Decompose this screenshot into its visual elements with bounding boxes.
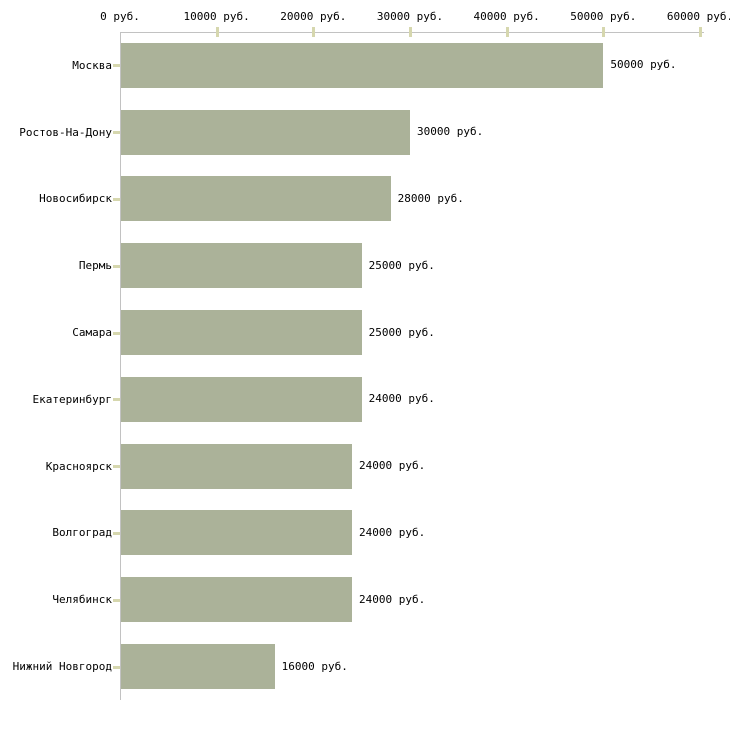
value-label: 25000 руб. xyxy=(368,258,435,272)
x-axis-tick xyxy=(409,27,412,37)
bar-row: Москва 50000 руб. xyxy=(0,32,730,99)
bar xyxy=(121,243,362,289)
value-label: 24000 руб. xyxy=(359,525,426,539)
bar-row: Пермь 25000 руб. xyxy=(0,232,730,299)
value-label: 25000 руб. xyxy=(368,325,435,339)
category-label: Нижний Новгород xyxy=(12,660,112,674)
value-label: 24000 руб. xyxy=(368,392,435,406)
bar xyxy=(121,310,362,356)
y-axis-line xyxy=(120,32,121,700)
y-axis-tick xyxy=(113,197,120,201)
category-label: Волгоград xyxy=(52,526,112,540)
category-label: Новосибирск xyxy=(39,192,112,206)
bar-row: Екатеринбург 24000 руб. xyxy=(0,366,730,433)
x-axis-tick-label: 10000 руб. xyxy=(183,10,250,23)
value-label: 50000 руб. xyxy=(610,58,677,72)
x-axis-tick-label: 30000 руб. xyxy=(376,10,444,23)
x-axis-tick xyxy=(699,27,702,37)
category-label: Самара xyxy=(72,326,112,340)
y-axis-tick xyxy=(113,398,120,402)
x-axis-line xyxy=(120,32,704,33)
y-axis-tick xyxy=(113,131,120,135)
category-label: Челябинск xyxy=(52,593,112,607)
y-axis-tick xyxy=(113,531,120,535)
y-axis-tick xyxy=(113,331,120,335)
y-axis-tick xyxy=(113,598,120,602)
bar-row: Челябинск 24000 руб. xyxy=(0,566,730,633)
bar-row: Новосибирск 28000 руб. xyxy=(0,166,730,233)
category-label: Красноярск xyxy=(45,459,112,473)
bar xyxy=(121,644,275,690)
bar-row: Нижний Новгород 16000 руб. xyxy=(0,633,730,700)
x-axis-tick-label: 20000 руб. xyxy=(280,10,347,23)
bar xyxy=(121,109,410,155)
x-axis-tick-label: 0 руб. xyxy=(100,10,140,23)
x-axis-tick-label: 60000 руб. xyxy=(666,10,730,23)
bar xyxy=(121,376,362,422)
bar-row: Волгоград 24000 руб. xyxy=(0,500,730,567)
x-axis-tick-label: 50000 руб. xyxy=(570,10,637,23)
x-axis-tick xyxy=(602,27,606,37)
value-label: 16000 руб. xyxy=(281,659,348,673)
bar xyxy=(121,577,352,623)
y-axis-tick xyxy=(113,665,120,669)
bar xyxy=(121,176,391,222)
category-label: Москва xyxy=(72,58,112,72)
value-label: 30000 руб. xyxy=(417,125,484,139)
value-label: 24000 руб. xyxy=(359,459,426,473)
y-axis-tick xyxy=(113,264,120,268)
value-label: 28000 руб. xyxy=(397,191,464,205)
bar-row: Ростов-На-Дону 30000 руб. xyxy=(0,99,730,166)
category-label: Екатеринбург xyxy=(32,392,112,406)
y-axis-tick xyxy=(113,64,120,68)
category-label: Ростов-На-Дону xyxy=(19,125,112,139)
value-label: 24000 руб. xyxy=(359,592,426,606)
x-axis-tick xyxy=(215,27,219,37)
bar-row: Самара 25000 руб. xyxy=(0,299,730,366)
bar-row: Красноярск 24000 руб. xyxy=(0,433,730,500)
bar xyxy=(121,42,604,88)
bar xyxy=(121,443,352,489)
y-axis-tick xyxy=(113,465,120,469)
x-axis-tick xyxy=(505,27,509,37)
x-axis-tick xyxy=(312,27,316,37)
x-axis-tick-label: 40000 руб. xyxy=(473,10,540,23)
bar xyxy=(121,510,352,556)
category-label: Пермь xyxy=(78,259,112,273)
